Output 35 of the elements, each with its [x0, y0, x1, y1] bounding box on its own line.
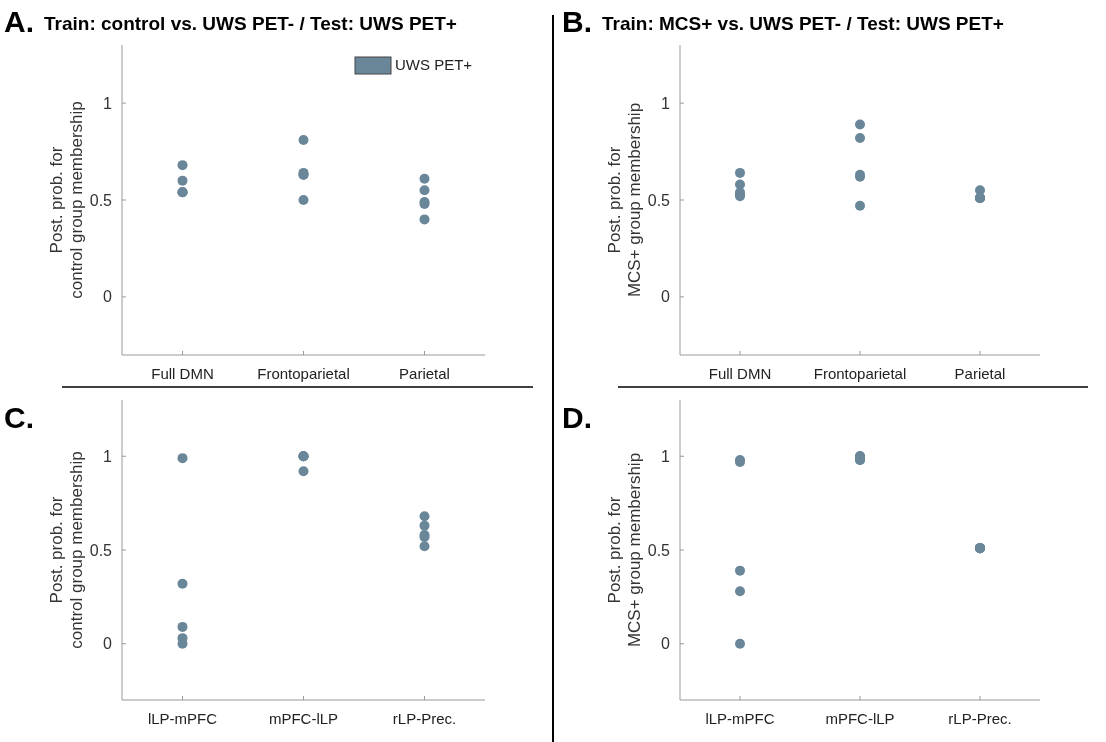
y-axis-title: Post. prob. for MCS+ group membership — [605, 102, 644, 298]
chart-title: Train: control vs. UWS PET- / Test: UWS PET+ — [44, 13, 457, 34]
text: C. — [4, 401, 34, 434]
y-tick-label: 0.5 — [89, 191, 113, 209]
x-tick-label: rLP-Prec. — [392, 710, 457, 727]
x-tick-label: mPFC-lLP — [825, 710, 895, 727]
y-axis-title: Post. prob. for MCS+ group membership — [605, 452, 644, 648]
y-tick-label: 1 — [661, 447, 671, 465]
x-tick-label: Full DMN — [151, 365, 214, 382]
x-tick-label: lLP-mPFC — [147, 710, 218, 727]
legend-label: UWS PET+ — [395, 56, 473, 74]
x-tick-label: Frontoparietal — [813, 365, 907, 382]
y-tick-label: 0.5 — [89, 541, 113, 559]
y-tick-label: 1 — [103, 94, 113, 112]
text: A. — [4, 5, 34, 38]
y-tick-label: 0 — [661, 635, 671, 653]
text: B. — [562, 5, 592, 38]
y-tick-label: 0.5 — [647, 541, 671, 559]
y-tick-label: 1 — [661, 94, 671, 112]
x-tick-label: Frontoparietal — [257, 365, 350, 382]
text: D. — [562, 401, 592, 434]
y-tick-label: 1 — [103, 447, 113, 465]
y-axis-title: Post. prob. for control group membership — [47, 451, 86, 649]
x-tick-label: Parietal — [954, 365, 1006, 382]
y-axis-title: Post. prob. for control group membership — [47, 101, 86, 299]
x-tick-label: mPFC-lLP — [268, 710, 339, 727]
x-tick-label: rLP-Prec. — [948, 710, 1012, 727]
y-tick-label: 0 — [103, 635, 113, 653]
y-tick-label: 0 — [103, 288, 113, 306]
x-tick-label: lLP-mPFC — [705, 710, 775, 727]
y-tick-label: 0.5 — [647, 191, 671, 209]
x-tick-label: Full DMN — [708, 365, 772, 382]
y-tick-label: 0 — [661, 288, 671, 306]
chart-title: Train: MCS+ vs. UWS PET- / Test: UWS PET+ — [602, 13, 1004, 34]
x-tick-label: Parietal — [399, 365, 450, 382]
